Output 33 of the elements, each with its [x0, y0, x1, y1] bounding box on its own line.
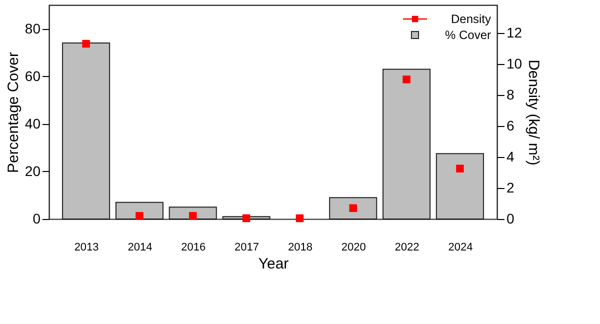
point — [136, 212, 144, 220]
y-tick-label: 60 — [24, 68, 41, 84]
y2-tick-label: 6 — [506, 117, 514, 134]
x-tick-label: 2018 — [288, 242, 312, 254]
y-tick-label: 40 — [24, 115, 41, 132]
point — [82, 40, 90, 48]
y2-tick-label: 12 — [506, 24, 522, 40]
x-tick-label: 2014 — [128, 242, 152, 254]
point — [189, 212, 197, 220]
point — [242, 214, 250, 222]
x-tick-label: 2016 — [181, 242, 206, 254]
y-tick-label: 80 — [24, 20, 41, 36]
point — [349, 204, 357, 212]
y2-tick-label: 8 — [506, 86, 514, 102]
x-tick-label: 2020 — [341, 242, 366, 254]
point — [456, 164, 464, 172]
legend-label: % Cover — [444, 28, 491, 42]
x-tick-label: 2017 — [234, 242, 260, 254]
y2-tick-label: 4 — [506, 148, 514, 164]
y2-tick-label: 0 — [506, 210, 514, 226]
y-axis-title: Percentage Cover — [4, 52, 22, 173]
y2-tick-label: 10 — [506, 55, 522, 72]
y-tick-label: 20 — [24, 162, 41, 179]
x-tick-label: 2013 — [74, 242, 99, 254]
point — [402, 76, 410, 84]
point — [296, 214, 304, 222]
y-tick-label: 0 — [32, 210, 41, 226]
y2-axis-title: Density (kg/ m²) — [525, 60, 542, 166]
x-axis-title: Year — [258, 256, 289, 272]
x-tick-label: 2022 — [394, 242, 420, 254]
y2-tick-label: 2 — [506, 179, 514, 196]
legend-label: Density — [450, 12, 491, 26]
x-tick-label: 2024 — [448, 242, 473, 254]
